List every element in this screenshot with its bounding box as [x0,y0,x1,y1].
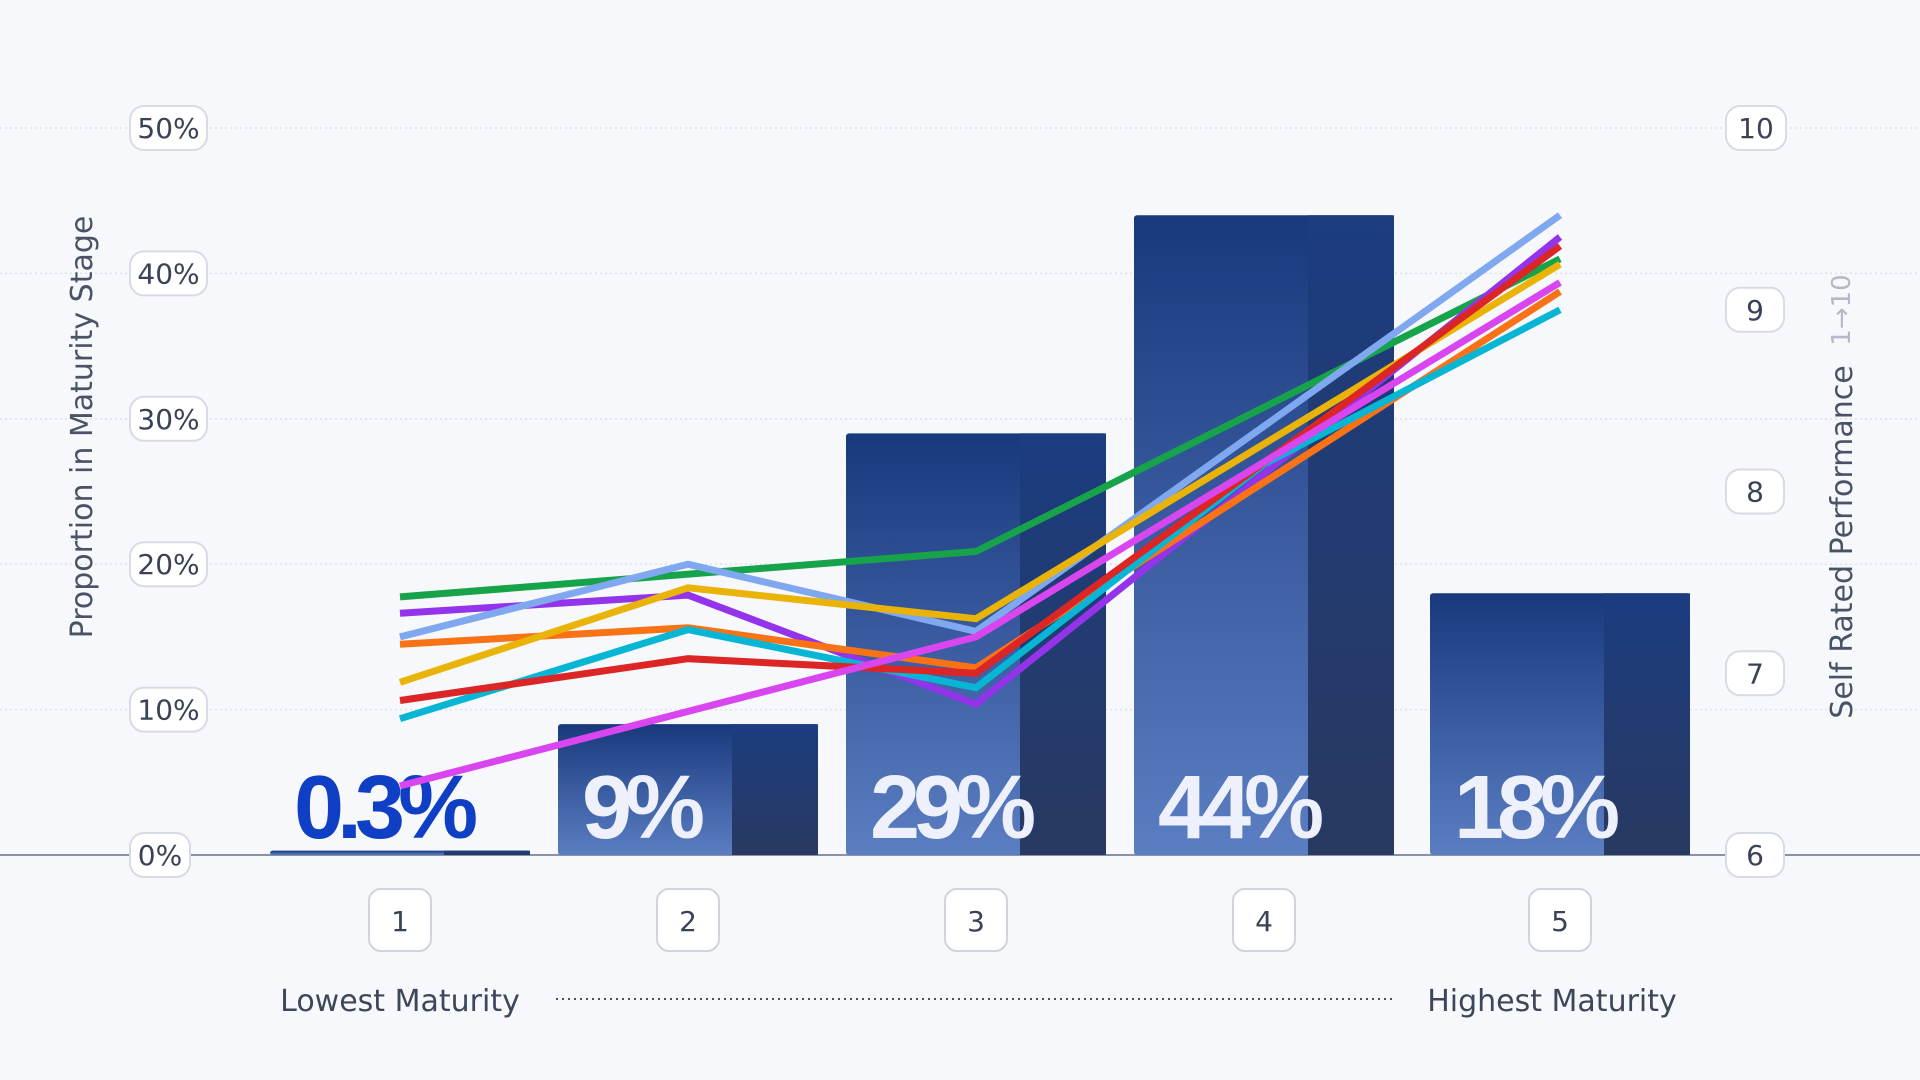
y-tick-30pct-pill [129,395,208,442]
y-tick-40pct-pill [129,250,208,297]
y-tick-30pct-text: 30% [137,403,199,436]
x-tick-1-text: 1 [391,905,409,938]
bar-5 [1430,593,1690,855]
y-tick-0pct-pill [129,832,191,878]
y2-tick-10: 10 [1725,105,1787,151]
y-tick-10pct: 10% [129,686,208,733]
x-tick-4-text: 4 [1255,905,1273,938]
y2-tick-9: 9 [1725,286,1785,333]
x-tick-3-text: 3 [967,905,985,938]
x-tick-3: 3 [944,888,1008,952]
y-tick-30pct: 30% [129,395,208,442]
y2-tick-8-text: 8 [1746,476,1764,509]
x-tick-4: 4 [1232,888,1296,952]
y-tick-40pct: 40% [129,250,208,297]
x-tick-4-box [1232,888,1296,952]
x-tick-1-box [368,888,432,952]
y2-axis-title: Self Rated Performance [1825,365,1860,718]
y2-tick-7: 7 [1725,650,1785,697]
y-tick-10pct-text: 10% [137,694,199,727]
y2-tick-6: 6 [1725,832,1785,878]
x-tick-3-box [944,888,1008,952]
y-tick-20pct: 20% [129,541,208,588]
y2-scale-note: 1→10 [1827,274,1857,345]
right-axis-ticks: 6 7 8 9 10 [1725,105,1787,878]
bar-value-label-3: 29% [870,758,1034,858]
y-tick-0pct-text: 0% [138,839,182,872]
y2-tick-8: 8 [1725,468,1785,515]
y-tick-40pct-text: 40% [137,257,199,290]
performance-lines [398,212,1563,790]
bar-value-label-2: 9% [582,758,703,858]
x-tick-1: 1 [368,888,432,952]
x-tick-2-box [656,888,720,952]
line-series-lightblue [399,212,1563,641]
x-tick-2: 2 [656,888,720,952]
bar-value-labels: 0.3% 9% 29% 44% 18% [294,758,1625,858]
bar-value-label-5: 18% [1454,758,1618,858]
bar-5-shade [1604,593,1690,855]
y-tick-50pct-pill [129,105,208,151]
y2-tick-8-pill [1725,468,1785,515]
bar-value-label-4: 44% [1158,758,1322,858]
line-series-yellow [398,261,1562,686]
bar-2-shade [732,724,818,855]
x-tick-5-text: 5 [1551,905,1569,938]
x-axis-ticks: 1 2 3 4 5 [368,888,1592,952]
y2-tick-9-pill [1725,286,1785,333]
y2-tick-7-text: 7 [1746,657,1764,690]
y2-tick-10-text: 10 [1738,112,1774,145]
y-axis-title: Proportion in Maturity Stage [65,216,100,639]
y2-tick-10-pill [1725,105,1787,151]
x-tick-5: 5 [1528,888,1592,952]
y2-tick-9-text: 9 [1746,294,1764,327]
y-tick-0pct: 0% [129,832,191,878]
y-tick-20pct-text: 20% [137,548,199,581]
x-tick-5-box [1528,888,1592,952]
y2-tick-6-text: 6 [1746,839,1764,872]
left-axis-ticks: 0% 10% 20% 30% 40% 50% [129,105,208,878]
y2-tick-7-pill [1725,650,1785,697]
y-tick-10pct-pill [129,686,208,733]
bar-2 [558,724,818,855]
lowest-maturity-label: Lowest Maturity [280,984,520,1019]
bar-1-shade [444,850,530,855]
line-series-teal [398,306,1562,723]
y2-tick-6-pill [1725,832,1785,878]
bar-4-shade [1308,215,1394,856]
x-tick-2-text: 2 [679,905,697,938]
bar-1 [270,850,530,855]
highest-maturity-label: Highest Maturity [1427,984,1677,1019]
line-series-magenta [399,279,1562,790]
y-tick-50pct-text: 50% [137,112,199,145]
y-tick-50pct: 50% [129,105,208,151]
y-tick-20pct-pill [129,541,208,588]
